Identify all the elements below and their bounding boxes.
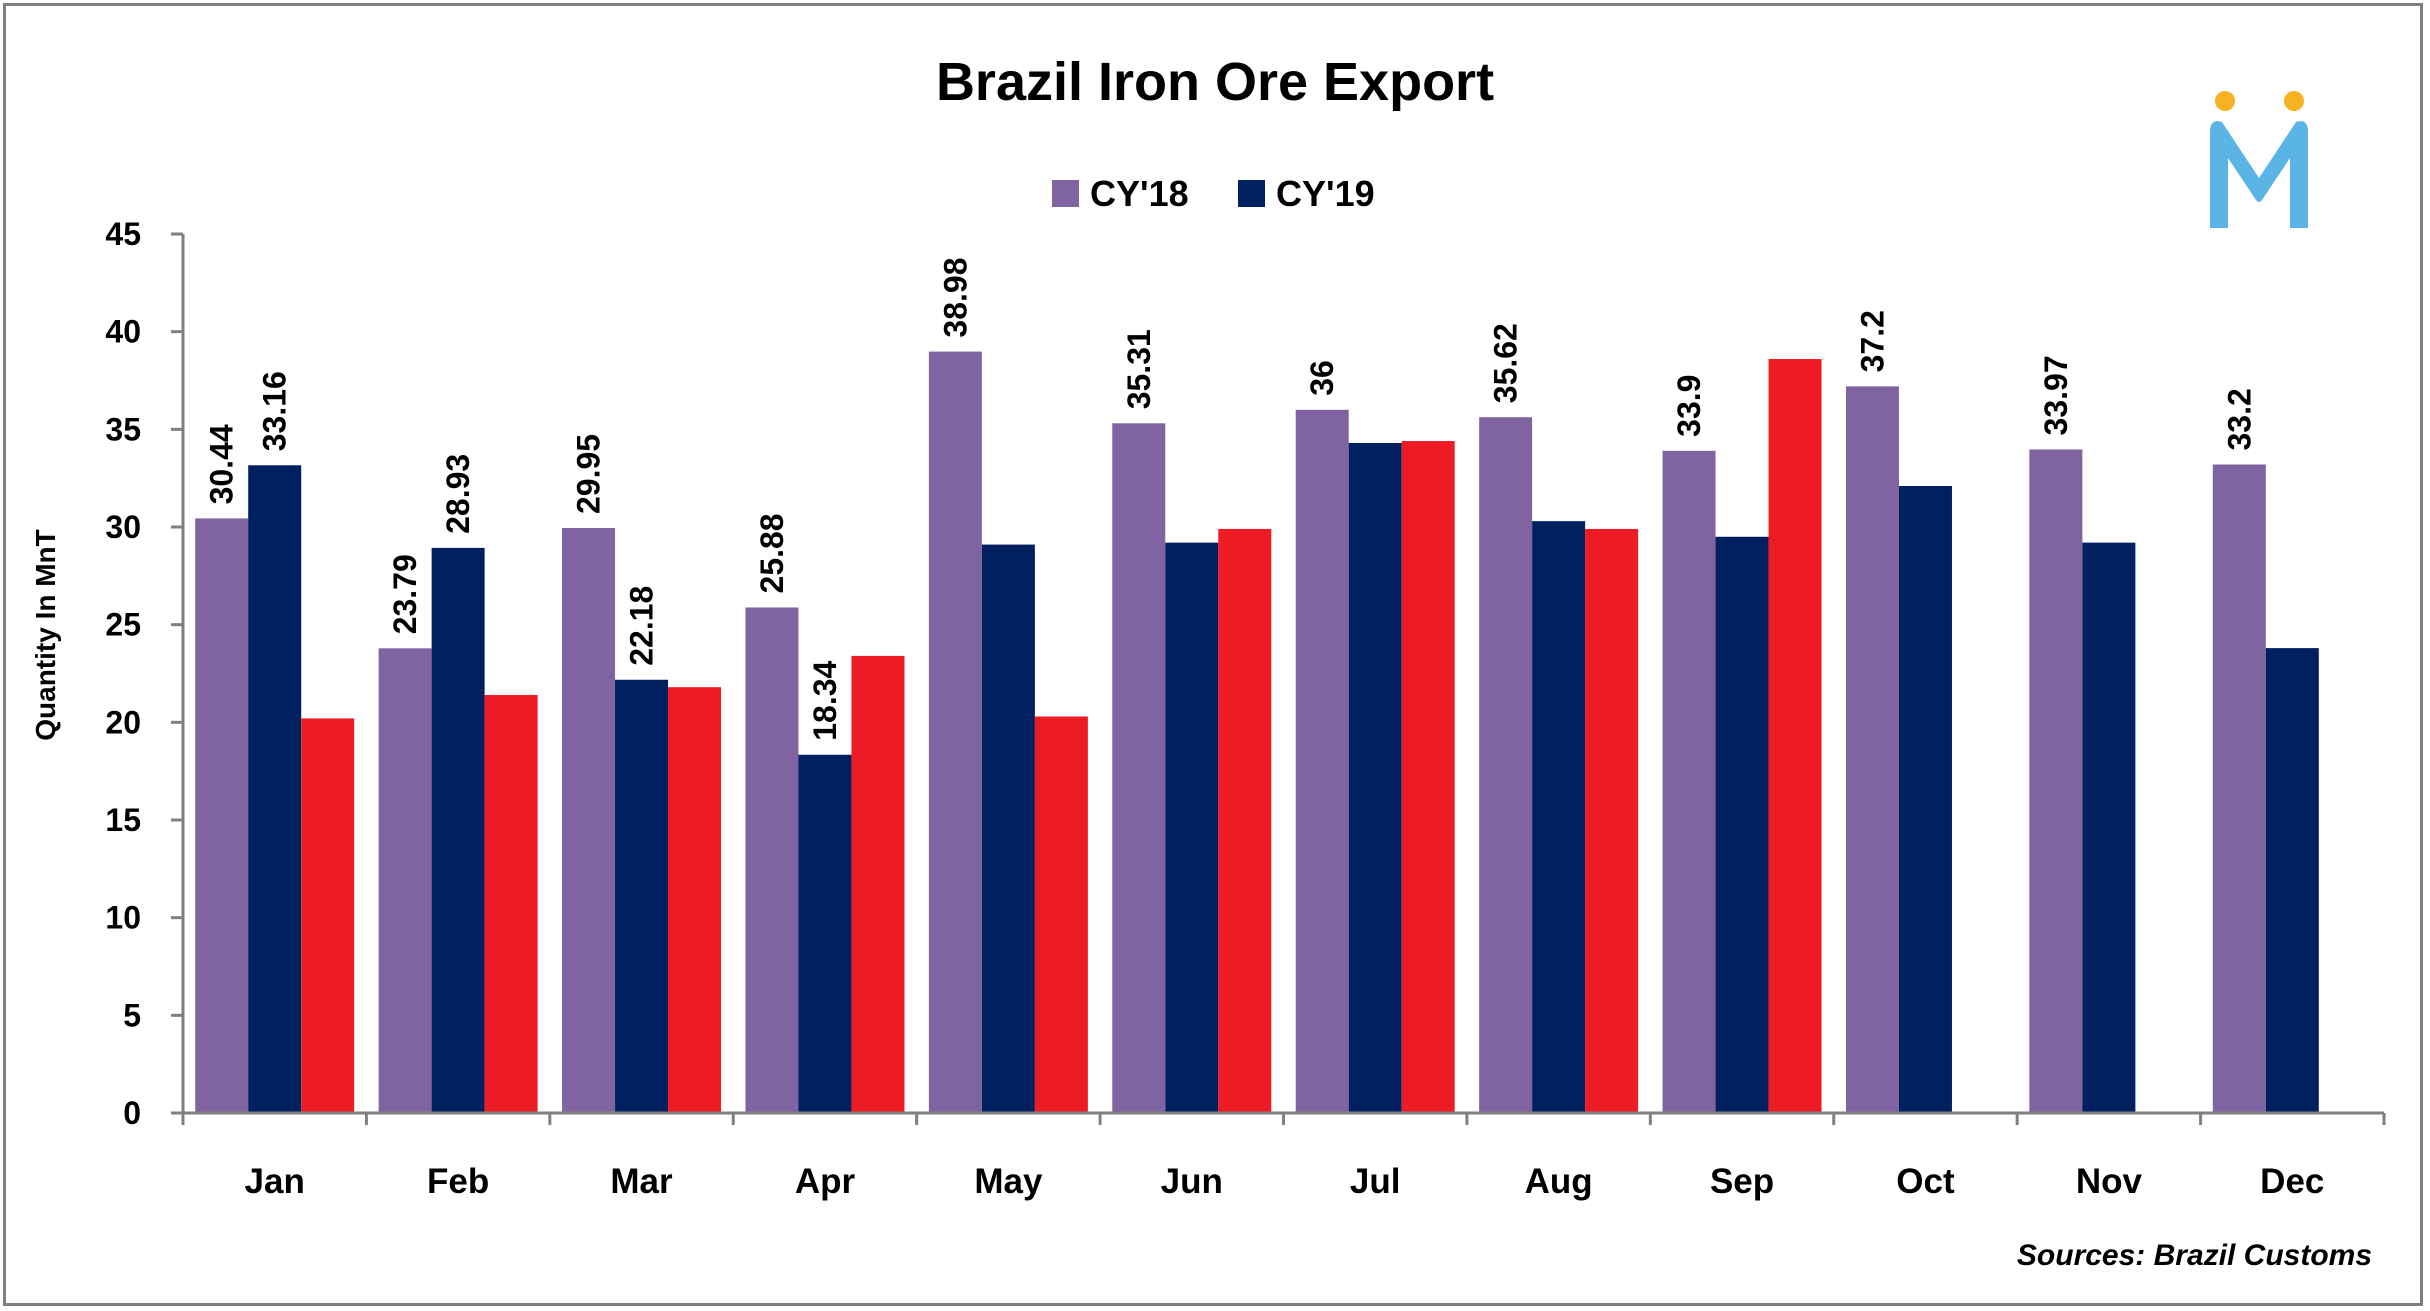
data-label-cy-18-aug: 35.62 — [1488, 323, 1524, 403]
x-tick-label-mar: Mar — [610, 1162, 673, 1201]
bar-cy-19-apr — [798, 754, 852, 1113]
data-label-cy-18-feb: 23.79 — [387, 554, 423, 634]
bar-cy-19-jun — [1165, 542, 1219, 1113]
bar-cy-18-aug — [1479, 417, 1533, 1113]
bar-cy-18-oct — [1845, 386, 1899, 1113]
data-label-cy-18-apr: 25.88 — [754, 513, 790, 593]
y-axis: 0 5 10 15 20 25 30 35 40 45 — [105, 216, 183, 1131]
data-label-cy-18-may: 38.98 — [937, 258, 973, 338]
data-label-cy-18-jun: 35.31 — [1121, 329, 1157, 409]
y-tick-label: 30 — [105, 509, 141, 545]
bar-series-3-mar — [668, 687, 722, 1113]
legend-swatch-cy18 — [1052, 180, 1079, 207]
legend: CY'18 CY'19 — [1052, 173, 1375, 214]
x-tick-label-nov: Nov — [2076, 1162, 2143, 1201]
y-tick-label: 35 — [105, 411, 141, 447]
data-label-cy-18-sep: 33.9 — [1671, 375, 1707, 437]
x-tick-label-may: May — [974, 1162, 1043, 1201]
x-tick-label-apr: Apr — [795, 1162, 856, 1201]
x-tick-label-feb: Feb — [427, 1162, 489, 1201]
data-label-cy-18-oct: 37.2 — [1854, 310, 1890, 372]
y-tick-label: 0 — [123, 1095, 141, 1131]
bar-cy-18-mar — [562, 527, 616, 1113]
bar-cy-19-mar — [615, 679, 669, 1113]
bar-series-3-jan — [301, 718, 355, 1113]
bar-cy-19-jan — [248, 465, 302, 1113]
bars — [195, 351, 2319, 1114]
bar-cy-19-feb — [431, 547, 485, 1113]
bar-series-3-sep — [1768, 359, 1822, 1114]
logo-icon — [2210, 91, 2308, 228]
bar-cy-18-may — [928, 351, 982, 1113]
data-label-cy-18-nov: 33.97 — [2038, 355, 2074, 435]
data-label-cy-19-feb: 28.93 — [440, 454, 476, 534]
bar-cy-18-feb — [378, 648, 432, 1113]
x-axis: Jan Feb Mar Apr May Jun Jul Aug Sep Oct Nov Dec — [181, 1113, 2386, 1201]
bar-series-3-feb — [484, 694, 538, 1113]
bar-cy-18-jun — [1112, 423, 1166, 1113]
bar-cy-18-sep — [1662, 450, 1716, 1113]
x-tick-label-oct: Oct — [1896, 1162, 1955, 1201]
data-label-cy-19-jan: 33.16 — [257, 371, 293, 451]
bar-cy-18-jan — [195, 518, 249, 1113]
bar-cy-18-dec — [2212, 464, 2266, 1113]
bar-cy-19-dec — [2265, 648, 2319, 1113]
bar-cy-19-may — [981, 544, 1035, 1113]
source-note: Sources: Brazil Customs — [2017, 1239, 2372, 1272]
bar-series-3-may — [1034, 716, 1088, 1113]
bar-series-3-jun — [1218, 528, 1272, 1113]
data-label-cy-18-jan: 30.44 — [204, 424, 240, 504]
x-tick-label-jul: Jul — [1350, 1162, 1401, 1201]
data-label-cy-19-mar: 22.18 — [624, 586, 660, 666]
bar-series-3-jul — [1401, 441, 1455, 1113]
data-label-cy-18-dec: 33.2 — [2221, 388, 2257, 450]
bar-cy-19-nov — [2082, 542, 2136, 1113]
bar-cy-18-apr — [745, 607, 799, 1113]
x-tick-label-aug: Aug — [1525, 1162, 1593, 1201]
data-label-cy-18-jul: 36 — [1304, 360, 1340, 396]
bar-series-3-aug — [1585, 528, 1639, 1113]
bar-cy-19-oct — [1898, 485, 1952, 1114]
chart-title: Brazil Iron Ore Export — [936, 52, 1494, 112]
bar-cy-19-sep — [1715, 536, 1769, 1113]
x-tick-label-sep: Sep — [1710, 1162, 1774, 1201]
y-tick-label: 40 — [105, 314, 141, 350]
bar-cy-18-nov — [2029, 449, 2083, 1114]
y-tick-label: 15 — [105, 802, 141, 838]
y-tick-label: 20 — [105, 704, 141, 740]
data-label-cy-18-mar: 29.95 — [571, 434, 607, 514]
legend-swatch-cy19 — [1238, 180, 1265, 207]
data-labels: 30.44 33.16 23.79 28.93 29.95 22.18 25.88 18.34… — [204, 258, 2258, 741]
y-axis-label: Quantity In MnT — [30, 529, 61, 741]
y-tick-label: 45 — [105, 216, 141, 252]
data-label-cy-19-apr: 18.34 — [807, 660, 843, 740]
bar-cy-19-aug — [1532, 521, 1586, 1113]
y-tick-label: 25 — [105, 607, 141, 643]
legend-label-cy18: CY'18 — [1090, 173, 1189, 214]
y-tick-label: 10 — [105, 900, 141, 936]
x-tick-label-dec: Dec — [2260, 1162, 2324, 1201]
x-tick-label-jan: Jan — [245, 1162, 305, 1201]
y-tick-label: 5 — [123, 997, 141, 1033]
x-tick-label-jun: Jun — [1161, 1162, 1223, 1201]
legend-label-cy19: CY'19 — [1276, 173, 1375, 214]
bar-cy-19-jul — [1348, 443, 1402, 1113]
bar-cy-18-jul — [1295, 409, 1349, 1113]
bar-series-3-apr — [851, 655, 905, 1113]
